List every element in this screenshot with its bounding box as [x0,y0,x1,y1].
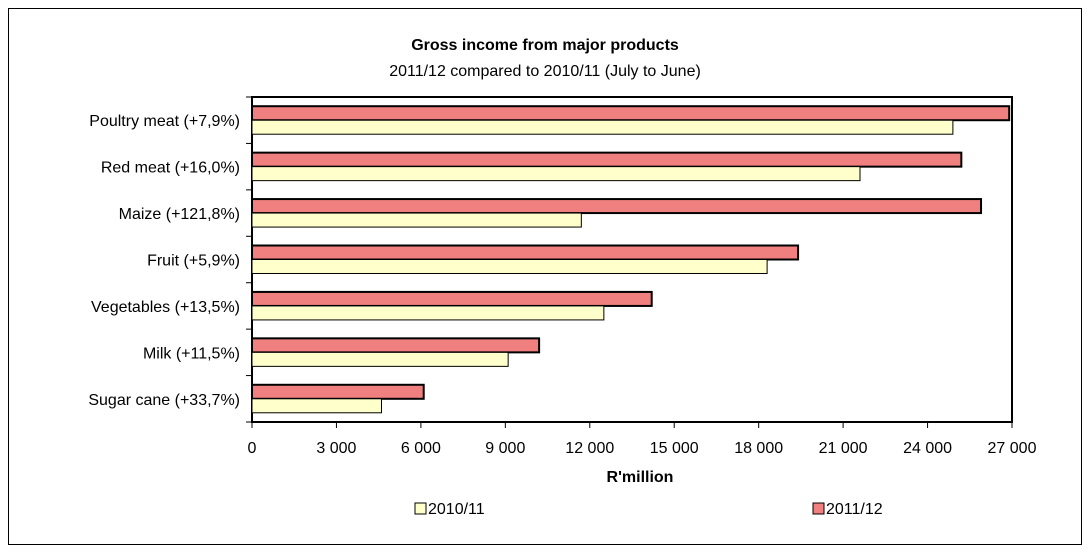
bar-2010-11 [251,305,605,321]
bar-2010-11 [251,351,509,367]
x-axis-label: R'million [607,469,674,486]
chart-title: Gross income from major products [411,37,679,54]
x-tick-label: 15 000 [650,440,699,457]
x-tick-label: 18 000 [734,440,783,457]
x-tick-label: 3 000 [316,440,356,457]
bar-2010-11 [251,259,768,274]
category-label: Fruit (+5,9%) [147,253,240,270]
bar-2011-12 [251,337,541,354]
category-label: Red meat (+16,0%) [101,160,240,177]
bar-2010-11 [251,119,954,135]
legend-label: 2010/11 [428,501,485,518]
legend-label: 2011/12 [826,501,883,518]
plot-area: Poultry meat (+7,9%) Red meat (+16,0%) Mai… [88,96,1037,457]
category-label: Vegetables (+13,5%) [91,299,240,316]
bar-2011-12 [251,198,983,215]
bar-2011-12 [251,290,653,307]
x-tick-label: 24 000 [903,440,952,457]
x-tick-label: 12 000 [565,440,614,457]
x-tick-label: 6 000 [401,440,441,457]
bar-2011-12 [251,383,425,400]
bar-2011-12 [251,151,963,168]
bar-2010-11 [251,398,382,414]
legend: 2010/11 2011/12 [414,501,883,518]
x-tick-label: 9 000 [485,440,525,457]
bar-2011-12 [251,244,800,261]
bar-2010-11 [251,166,861,182]
x-tick-label: 0 [248,440,257,457]
legend-swatch [414,502,427,515]
legend-swatch [812,502,825,515]
category-label: Poultry meat (+7,9%) [89,113,240,130]
chart-subtitle: 2011/12 compared to 2010/11 (July to Jun… [389,63,701,80]
category-label: Sugar cane (+33,7%) [88,392,240,409]
category-label: Milk (+11,5%) [143,345,240,362]
x-tick-label: 27 000 [988,440,1037,457]
category-label: Maize (+121,8%) [119,206,240,223]
x-tick-label: 21 000 [819,440,868,457]
bar-2011-12 [251,105,1011,122]
bar-2010-11 [251,212,582,228]
